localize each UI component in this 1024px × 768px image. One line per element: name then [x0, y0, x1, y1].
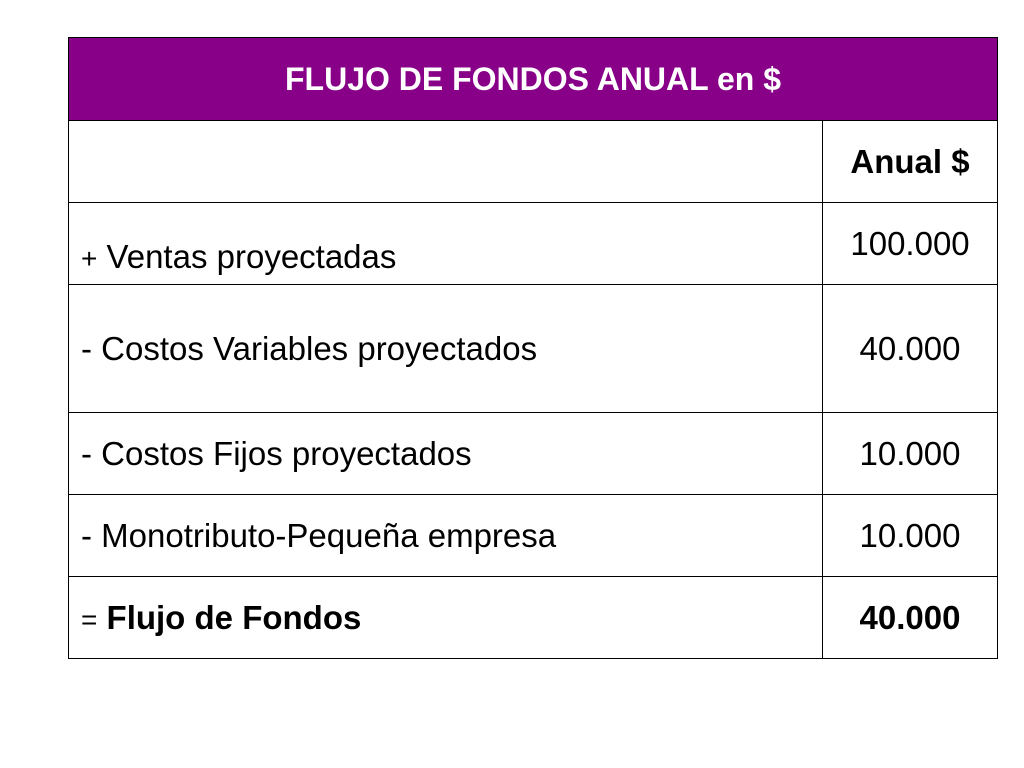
row-label-sales: + Ventas proyectadas [68, 202, 823, 285]
row-value-monotributo: 10.000 [821, 494, 999, 577]
row-label-monotributo: - Monotributo-Pequeña empresa [68, 494, 823, 577]
row-value-variable-costs: 40.000 [821, 284, 999, 413]
empty-header-cell [68, 120, 823, 203]
row-sign: - [81, 434, 92, 472]
row-value-total: 40.000 [821, 576, 999, 659]
table-row: - Costos Fijos proyectados 10.000 [68, 412, 999, 495]
row-label-text: Costos Variables proyectados [101, 329, 538, 367]
row-sign: - [81, 329, 92, 367]
title-row: FLUJO DE FONDOS ANUAL en $ [67, 37, 999, 121]
row-label-variable-costs: - Costos Variables proyectados [68, 284, 823, 413]
table-title: FLUJO DE FONDOS ANUAL en $ [67, 37, 999, 121]
table-row: + Ventas proyectadas 100.000 [68, 202, 999, 285]
row-sign: + [81, 243, 98, 274]
table-row: - Monotributo-Pequeña empresa 10.000 [68, 494, 999, 577]
row-label-text: Ventas proyectadas [106, 238, 397, 275]
cash-flow-table: FLUJO DE FONDOS ANUAL en $ Anual $ + Ven… [67, 37, 999, 659]
row-value-sales: 100.000 [821, 202, 999, 285]
table-row: - Costos Variables proyectados 40.000 [68, 284, 999, 413]
column-header-row: Anual $ [68, 120, 999, 203]
row-label-fixed-costs: - Costos Fijos proyectados [68, 412, 823, 495]
row-label-text: Flujo de Fondos [106, 598, 362, 636]
row-value-fixed-costs: 10.000 [821, 412, 999, 495]
total-row: = Flujo de Fondos 40.000 [68, 576, 999, 659]
column-header-annual: Anual $ [821, 120, 999, 203]
row-label-text: Costos Fijos proyectados [101, 434, 472, 472]
row-sign: - [81, 516, 92, 554]
row-label-text: Monotributo-Pequeña empresa [101, 516, 557, 554]
row-sign: = [81, 603, 98, 635]
row-label-total: = Flujo de Fondos [68, 576, 823, 659]
